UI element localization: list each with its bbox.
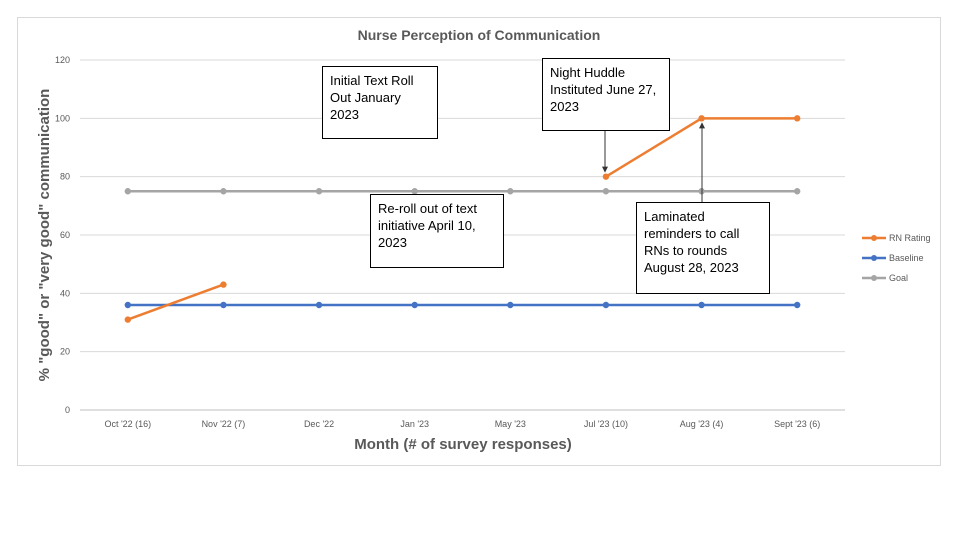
legend: RN Rating Baseline Goal [862, 233, 931, 283]
data-point [602, 188, 610, 195]
data-point [698, 301, 705, 309]
legend-marker [871, 255, 877, 261]
x-tick-label: Oct '22 (16) [104, 419, 151, 429]
data-point [602, 301, 610, 309]
legend-item-rn-rating: RN Rating [862, 233, 931, 243]
data-point [793, 188, 801, 195]
annotation-arrows [602, 122, 705, 202]
series-rn-rating [124, 115, 801, 323]
legend-item-baseline: Baseline [862, 253, 924, 263]
annotation-laminated-reminders: Laminated reminders to call RNs to round… [636, 202, 770, 294]
data-point [411, 188, 418, 195]
legend-item-goal: Goal [862, 273, 908, 283]
data-point [124, 316, 132, 323]
legend-label: Baseline [889, 253, 924, 263]
chart-title: Nurse Perception of Communication [358, 27, 601, 43]
data-point [315, 301, 323, 309]
y-tick-labels: 0 20 40 60 80 100 120 [55, 55, 70, 415]
series-line [127, 283, 224, 321]
data-point [220, 301, 227, 309]
legend-label: RN Rating [889, 233, 931, 243]
y-tick-label: 120 [55, 55, 70, 65]
annotation-night-huddle: Night Huddle Instituted June 27, 2023 [542, 58, 670, 131]
y-tick-label: 20 [60, 347, 70, 357]
series-layer [124, 115, 801, 323]
data-point [698, 115, 705, 122]
x-tick-labels: Oct '22 (16) Nov '22 (7) Dec '22 Jan '23 May… [104, 419, 820, 429]
x-tick-label: Aug '23 (4) [680, 419, 724, 429]
data-point [507, 301, 514, 309]
data-point [124, 188, 132, 195]
annotation-reroll-text-initiative: Re-roll out of text initiative April 10,… [370, 194, 504, 268]
data-point [602, 173, 610, 180]
x-tick-label: Nov '22 (7) [202, 419, 246, 429]
y-tick-label: 100 [55, 113, 70, 123]
data-point [315, 188, 323, 195]
data-point [220, 281, 227, 288]
x-tick-label: May '23 [495, 419, 526, 429]
x-tick-label: Jul '23 (10) [584, 419, 628, 429]
y-tick-label: 0 [65, 405, 70, 415]
y-axis-label: % "good" or "very good" communication [36, 89, 53, 382]
x-tick-label: Sept '23 (6) [774, 419, 820, 429]
x-tick-label: Dec '22 [304, 419, 334, 429]
data-point [220, 188, 227, 195]
legend-marker [871, 235, 877, 241]
y-tick-label: 80 [60, 172, 70, 182]
x-tick-label: Jan '23 [400, 419, 429, 429]
y-tick-label: 40 [60, 288, 70, 298]
data-point [793, 115, 801, 122]
data-point [507, 188, 514, 195]
data-point [793, 301, 801, 309]
data-point [411, 301, 418, 309]
data-point [124, 301, 132, 309]
y-tick-label: 60 [60, 230, 70, 240]
x-axis-label: Month (# of survey responses) [354, 436, 572, 453]
legend-label: Goal [889, 273, 908, 283]
series-baseline [124, 301, 801, 309]
series-goal [124, 188, 801, 195]
annotation-initial-text-rollout: Initial Text Roll Out January 2023 [322, 66, 438, 139]
legend-marker [871, 275, 877, 281]
